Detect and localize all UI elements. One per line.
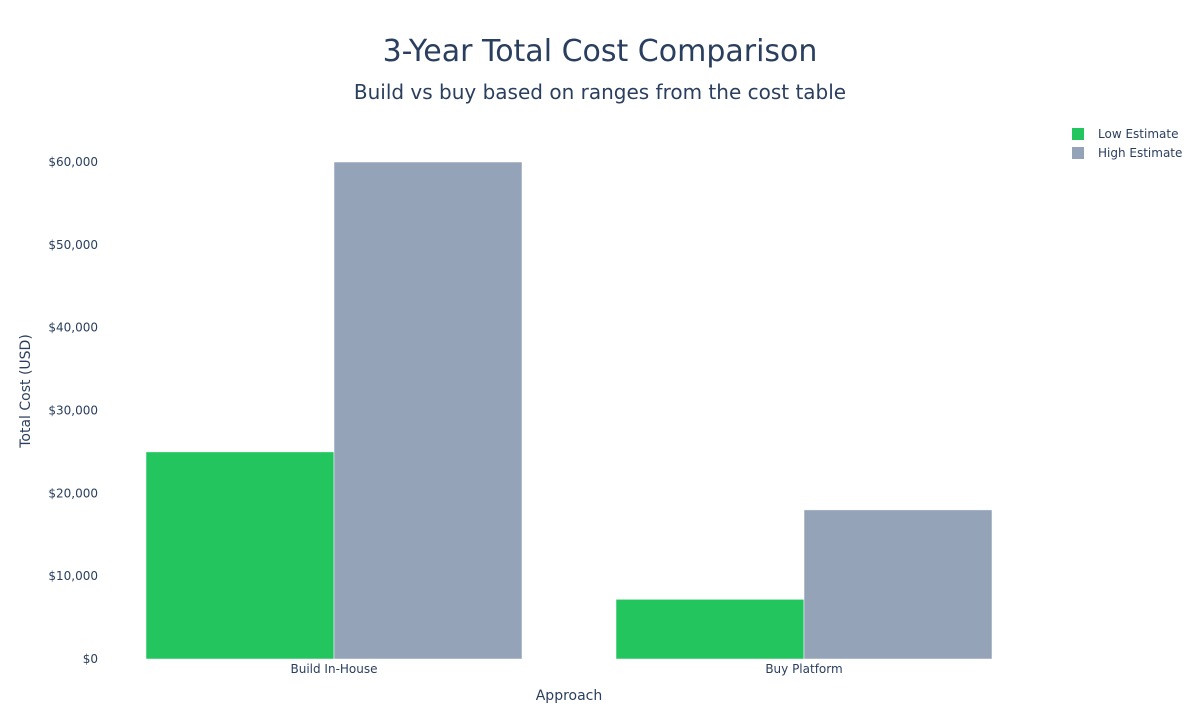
legend-item[interactable]: Low Estimate bbox=[1072, 127, 1178, 141]
bar-low-estimate[interactable] bbox=[615, 599, 805, 660]
bar-low-estimate[interactable] bbox=[145, 451, 335, 660]
y-tick-label: $20,000 bbox=[48, 486, 98, 500]
y-tick-label: $50,000 bbox=[48, 238, 98, 252]
chart-title: 3-Year Total Cost Comparison bbox=[383, 34, 818, 69]
y-tick-label: $30,000 bbox=[48, 404, 98, 418]
legend-label: Low Estimate bbox=[1098, 127, 1178, 141]
bar-high-estimate[interactable] bbox=[333, 161, 523, 660]
x-tick-label: Build In-House bbox=[290, 662, 377, 676]
x-axis-label: Approach bbox=[536, 688, 603, 704]
legend-swatch bbox=[1072, 147, 1084, 159]
chart-subtitle: Build vs buy based on ranges from the co… bbox=[354, 80, 846, 104]
y-tick-label: $0 bbox=[83, 652, 98, 666]
y-tick-label: $60,000 bbox=[48, 155, 98, 169]
legend-item[interactable]: High Estimate bbox=[1072, 146, 1182, 160]
bar-high-estimate[interactable] bbox=[803, 509, 993, 660]
y-tick-label: $40,000 bbox=[48, 321, 98, 335]
y-axis-label: Total Cost (USD) bbox=[18, 334, 34, 449]
y-tick-label: $10,000 bbox=[48, 569, 98, 583]
x-tick-label: Buy Platform bbox=[765, 662, 842, 676]
legend-label: High Estimate bbox=[1098, 146, 1182, 160]
legend-swatch bbox=[1072, 128, 1084, 140]
